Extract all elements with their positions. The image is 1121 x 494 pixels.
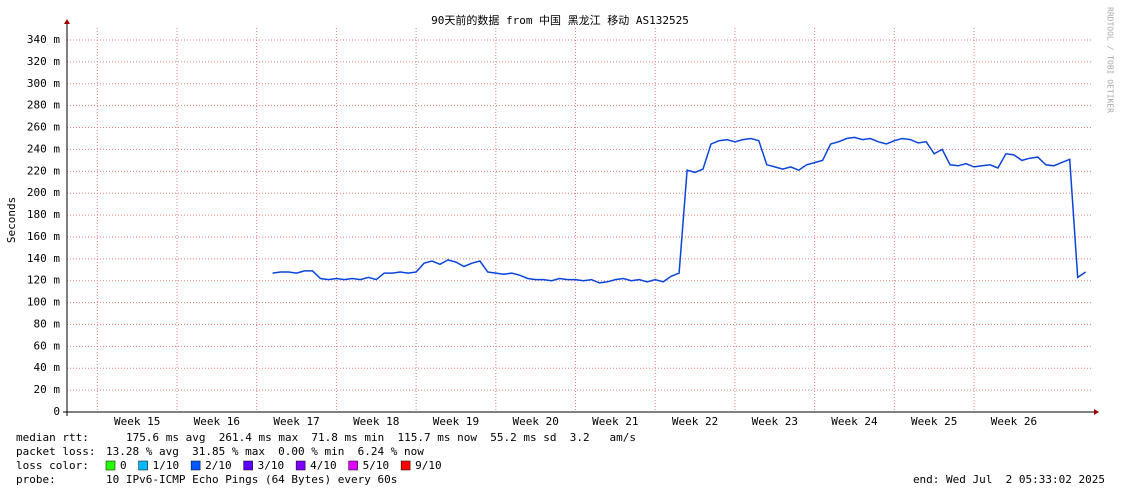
legend-swatch: [295, 460, 306, 471]
y-tick-label: 140 m: [27, 252, 60, 265]
x-tick-label: Week 26: [991, 415, 1037, 428]
y-tick-label: 120 m: [27, 274, 60, 287]
legend-swatch: [190, 460, 201, 471]
legend-label: 4/10: [310, 459, 337, 472]
footer-label: loss color:: [16, 459, 89, 472]
x-tick-label: Week 23: [752, 415, 798, 428]
y-tick-label: 260 m: [27, 121, 60, 134]
y-tick-label: 220 m: [27, 164, 60, 177]
x-tick-label: Week 15: [114, 415, 160, 428]
y-tick-label: 180 m: [27, 208, 60, 221]
chart-title: 90天前的数据 from 中国 黑龙江 移动 AS132525: [431, 13, 689, 27]
footer-stats: 13.28 % avg 31.85 % max 0.00 % min 6.24 …: [106, 445, 424, 458]
y-tick-label: 240 m: [27, 142, 60, 155]
legend-label: 0: [120, 459, 127, 472]
legend-swatch: [243, 460, 253, 471]
x-tick-label: Week 19: [433, 415, 479, 428]
y-tick-label: 280 m: [27, 99, 60, 112]
x-tick-label: Week 24: [831, 415, 878, 428]
legend-label: 9/10: [415, 459, 442, 472]
y-tick-label: 20 m: [34, 383, 61, 396]
y-tick-label: 100 m: [27, 296, 60, 309]
axis-arrow: [1094, 409, 1099, 415]
y-tick-label: 340 m: [27, 33, 60, 46]
y-axis-label: Seconds: [5, 197, 18, 243]
legend-swatch: [138, 460, 148, 471]
series-line: [272, 136, 1087, 284]
y-tick-label: 200 m: [27, 186, 60, 199]
axis-arrow: [64, 19, 70, 24]
x-tick-label: Week 16: [194, 415, 240, 428]
y-tick-label: 80 m: [34, 317, 61, 330]
legend-label: 5/10: [363, 459, 390, 472]
watermark: RRDTOOL / TOBI OETIKER: [1106, 7, 1115, 113]
x-tick-label: Week 18: [353, 415, 399, 428]
legend-swatch: [105, 460, 116, 471]
legend-label: 2/10: [205, 459, 232, 472]
footer-label: probe:: [16, 473, 56, 486]
y-tick-label: 40 m: [34, 361, 61, 374]
y-tick-label: 0: [53, 405, 60, 418]
y-tick-label: 60 m: [34, 339, 61, 352]
footer-label: median rtt:: [16, 431, 89, 444]
end-time: end: Wed Jul 2 05:33:02 2025: [913, 473, 1105, 486]
legend-swatch: [400, 460, 411, 471]
x-tick-label: Week 21: [592, 415, 638, 428]
x-tick-label: Week 17: [273, 415, 319, 428]
legend-label: 3/10: [258, 459, 285, 472]
x-tick-label: Week 20: [512, 415, 558, 428]
x-tick-label: Week 25: [911, 415, 957, 428]
x-tick-label: Week 22: [672, 415, 718, 428]
legend-label: 1/10: [153, 459, 180, 472]
y-tick-label: 160 m: [27, 230, 60, 243]
y-tick-label: 320 m: [27, 55, 60, 68]
y-tick-label: 300 m: [27, 77, 60, 90]
footer-stats: 10 IPv6-ICMP Echo Pings (64 Bytes) every…: [106, 473, 397, 486]
footer-label: packet loss:: [16, 445, 95, 458]
legend-swatch: [348, 460, 358, 471]
footer-stats: 175.6 ms avg 261.4 ms max 71.8 ms min 11…: [126, 431, 636, 444]
